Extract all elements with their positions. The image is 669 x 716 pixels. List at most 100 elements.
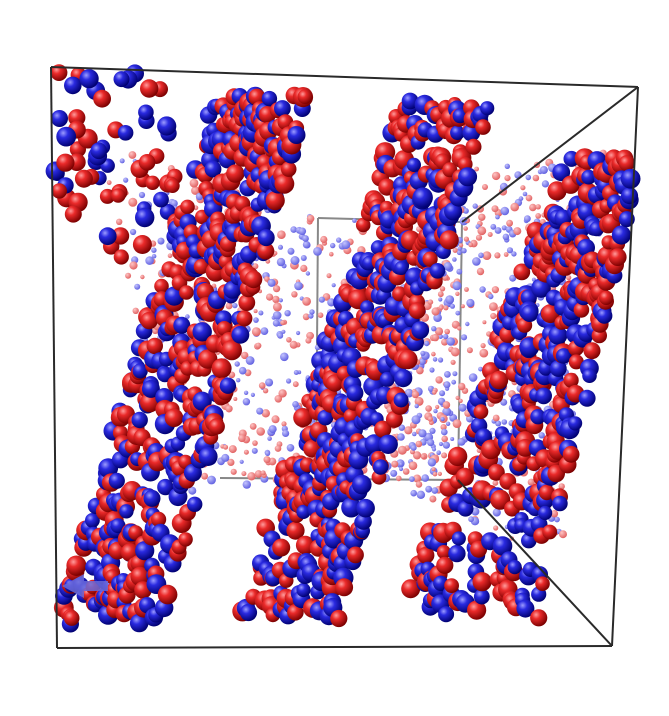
blue-atom — [552, 163, 571, 182]
blue-atom — [444, 371, 451, 378]
red-atom — [503, 252, 509, 257]
red-atom — [167, 253, 173, 258]
blue-atom — [443, 381, 451, 389]
blue-atom — [278, 298, 283, 303]
red-atom — [157, 584, 178, 605]
blue-atom — [518, 196, 524, 201]
blue-atom — [442, 407, 452, 416]
red-atom — [51, 183, 67, 199]
red-atom — [504, 175, 511, 182]
red-atom — [413, 474, 422, 483]
red-atom — [140, 311, 158, 330]
blue-atom — [443, 333, 449, 340]
blue-atom — [356, 498, 375, 518]
red-atom — [408, 461, 418, 471]
red-atom — [450, 359, 456, 365]
red-atom — [260, 470, 266, 476]
red-atom — [530, 609, 548, 627]
blue-atom — [207, 475, 216, 485]
blue-atom — [141, 379, 160, 398]
blue-atom — [448, 544, 466, 563]
blue-atom — [276, 257, 286, 267]
red-atom — [489, 370, 509, 390]
blue-atom — [410, 489, 418, 497]
red-atom — [305, 337, 312, 344]
blue-atom — [268, 425, 277, 434]
red-atom — [228, 445, 237, 454]
blue-atom — [522, 191, 528, 197]
blue-atom — [173, 316, 191, 334]
blue-atom — [135, 541, 155, 561]
blue-atom — [478, 252, 484, 259]
red-atom — [227, 458, 235, 466]
red-atom — [583, 342, 601, 360]
red-atom — [274, 395, 283, 403]
red-atom — [439, 230, 459, 250]
blue-atom — [281, 329, 286, 334]
blue-atom — [236, 378, 241, 383]
blue-atom — [504, 163, 510, 169]
red-atom — [513, 263, 531, 281]
blue-atom — [506, 247, 514, 254]
red-atom — [106, 180, 112, 186]
red-atom — [66, 555, 87, 576]
blue-atom — [90, 142, 107, 160]
blue-atom — [117, 125, 134, 141]
blue-atom — [131, 411, 148, 429]
blue-atom — [538, 505, 553, 521]
blue-atom — [525, 174, 532, 181]
red-atom — [473, 404, 489, 420]
red-atom — [475, 234, 483, 241]
red-atom — [189, 178, 199, 188]
blue-atom — [164, 286, 184, 306]
blue-atom — [414, 403, 419, 409]
blue-atom — [398, 462, 404, 467]
red-atom — [273, 285, 281, 293]
red-atom — [491, 171, 501, 181]
blue-atom — [438, 334, 443, 339]
blue-atom — [157, 366, 173, 383]
red-atom — [417, 546, 435, 564]
red-atom — [435, 404, 440, 410]
red-atom — [431, 307, 440, 316]
blue-atom — [79, 69, 99, 89]
blue-atom — [185, 314, 190, 319]
red-atom — [264, 276, 270, 282]
red-atom — [255, 342, 262, 349]
blue-atom — [188, 486, 197, 495]
red-atom — [527, 478, 535, 486]
blue-atom — [421, 474, 430, 482]
blue-atom — [302, 240, 311, 249]
red-atom — [427, 416, 433, 422]
red-atom — [128, 525, 144, 540]
red-atom — [440, 424, 447, 431]
red-atom — [513, 227, 522, 236]
blue-atom — [410, 444, 417, 451]
blue-atom — [431, 326, 437, 332]
blue-atom — [555, 348, 572, 364]
red-atom — [436, 556, 454, 574]
red-atom — [558, 483, 565, 490]
red-atom — [297, 89, 313, 104]
blue-atom — [465, 321, 470, 327]
blue-atom — [132, 363, 148, 379]
red-atom — [56, 153, 75, 172]
blue-atom — [145, 256, 154, 265]
red-atom — [164, 408, 184, 428]
blue-atom — [170, 199, 178, 208]
blue-atom — [463, 208, 469, 214]
red-atom — [396, 475, 402, 482]
blue-atom — [436, 450, 442, 456]
blue-atom — [582, 368, 597, 384]
blue-atom — [360, 300, 375, 315]
blue-atom — [397, 433, 405, 441]
red-atom — [435, 376, 443, 384]
red-atom — [458, 382, 466, 391]
blue-atom — [243, 390, 249, 395]
blue-atom — [578, 389, 596, 407]
blue-atom — [438, 606, 455, 623]
blue-atom — [300, 255, 307, 261]
blue-atom — [516, 599, 535, 618]
blue-atom — [346, 384, 364, 402]
